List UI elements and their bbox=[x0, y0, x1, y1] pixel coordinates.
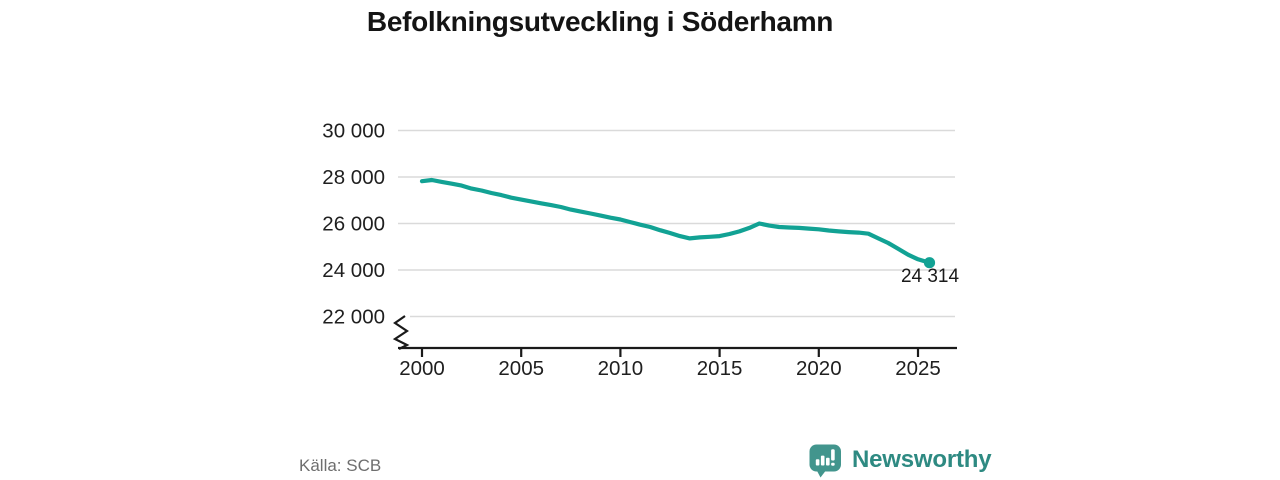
source-label: Källa: SCB bbox=[299, 456, 382, 475]
end-value-label: 24 314 bbox=[900, 266, 960, 287]
population-series-line bbox=[419, 177, 932, 265]
x-tick-label: 2015 bbox=[697, 357, 743, 380]
axis-break-mark bbox=[392, 315, 410, 350]
brand-wordmark: Newsworthy bbox=[852, 446, 992, 473]
y-tick-label: 24 000 bbox=[322, 259, 385, 282]
y-tick-label: 28 000 bbox=[322, 166, 385, 189]
newsworthy-logo: Newsworthy bbox=[808, 443, 992, 479]
chart-title: Befolkningsutveckling i Söderhamn bbox=[366, 6, 834, 37]
x-tick-label: 2010 bbox=[598, 357, 644, 380]
x-tick-label: 2005 bbox=[498, 357, 544, 380]
x-tick-label: 2025 bbox=[895, 357, 941, 380]
series-end-dot bbox=[923, 257, 936, 269]
y-tick-label: 26 000 bbox=[322, 213, 385, 236]
x-tick-label: 2000 bbox=[399, 357, 445, 380]
x-tick-label: 2020 bbox=[796, 357, 842, 380]
newsworthy-speech-bubble-chart-icon bbox=[809, 444, 841, 478]
y-tick-label: 30 000 bbox=[322, 120, 385, 143]
y-tick-label: 22 000 bbox=[322, 306, 385, 329]
